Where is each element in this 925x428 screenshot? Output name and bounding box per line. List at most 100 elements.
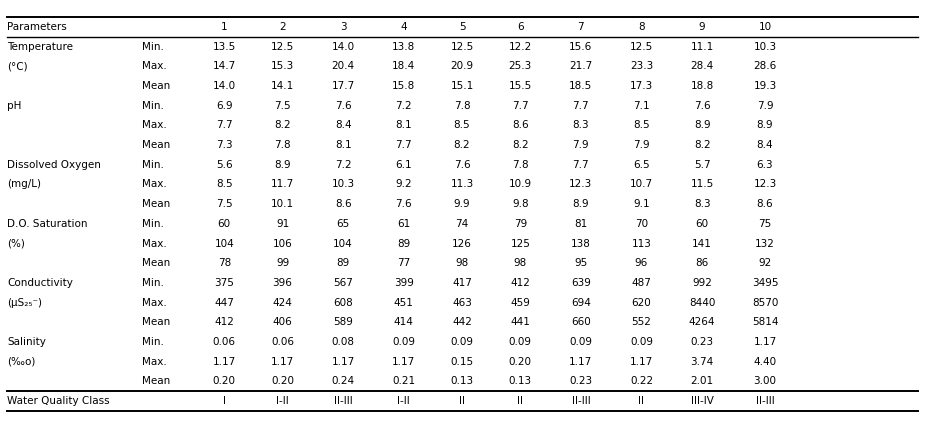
Text: 5: 5 bbox=[459, 22, 465, 32]
Text: 6.1: 6.1 bbox=[396, 160, 412, 170]
Text: 3495: 3495 bbox=[752, 278, 778, 288]
Text: 0.09: 0.09 bbox=[450, 337, 474, 347]
Text: 8440: 8440 bbox=[689, 297, 715, 308]
Text: 60: 60 bbox=[217, 219, 231, 229]
Text: 8.9: 8.9 bbox=[275, 160, 290, 170]
Text: 14.0: 14.0 bbox=[213, 81, 236, 91]
Text: II: II bbox=[459, 396, 465, 406]
Text: 8.1: 8.1 bbox=[396, 120, 412, 131]
Text: 99: 99 bbox=[276, 258, 290, 268]
Text: 0.20: 0.20 bbox=[271, 376, 294, 386]
Text: 7.7: 7.7 bbox=[573, 101, 589, 111]
Text: 7.9: 7.9 bbox=[573, 140, 589, 150]
Text: 25.3: 25.3 bbox=[509, 61, 532, 71]
Text: 8.3: 8.3 bbox=[694, 199, 710, 209]
Text: Temperature: Temperature bbox=[7, 42, 73, 52]
Text: 6: 6 bbox=[517, 22, 524, 32]
Text: II-III: II-III bbox=[756, 396, 774, 406]
Text: 12.3: 12.3 bbox=[569, 179, 593, 190]
Text: 7: 7 bbox=[577, 22, 585, 32]
Text: (mg/L): (mg/L) bbox=[7, 179, 42, 190]
Text: 20.9: 20.9 bbox=[450, 61, 474, 71]
Text: 406: 406 bbox=[273, 317, 292, 327]
Text: 7.6: 7.6 bbox=[335, 101, 352, 111]
Text: 61: 61 bbox=[397, 219, 411, 229]
Text: 694: 694 bbox=[571, 297, 591, 308]
Text: I-II: I-II bbox=[277, 396, 289, 406]
Text: 15.6: 15.6 bbox=[569, 42, 593, 52]
Text: 2: 2 bbox=[279, 22, 286, 32]
Text: 487: 487 bbox=[632, 278, 651, 288]
Text: 14.7: 14.7 bbox=[213, 61, 236, 71]
Text: 8.5: 8.5 bbox=[634, 120, 649, 131]
Text: 79: 79 bbox=[513, 219, 527, 229]
Text: Max.: Max. bbox=[142, 179, 166, 190]
Text: 75: 75 bbox=[758, 219, 771, 229]
Text: 86: 86 bbox=[696, 258, 709, 268]
Text: 8.2: 8.2 bbox=[694, 140, 710, 150]
Text: 11.3: 11.3 bbox=[450, 179, 474, 190]
Text: (‰o): (‰o) bbox=[7, 357, 36, 367]
Text: 78: 78 bbox=[217, 258, 231, 268]
Text: 15.1: 15.1 bbox=[450, 81, 474, 91]
Text: 132: 132 bbox=[755, 238, 775, 249]
Text: 589: 589 bbox=[333, 317, 353, 327]
Text: III-IV: III-IV bbox=[691, 396, 713, 406]
Text: 8570: 8570 bbox=[752, 297, 778, 308]
Text: 10.7: 10.7 bbox=[630, 179, 653, 190]
Text: 412: 412 bbox=[511, 278, 530, 288]
Text: 11.5: 11.5 bbox=[690, 179, 714, 190]
Text: 138: 138 bbox=[571, 238, 591, 249]
Text: 95: 95 bbox=[574, 258, 587, 268]
Text: Mean: Mean bbox=[142, 81, 170, 91]
Text: 412: 412 bbox=[215, 317, 234, 327]
Text: 620: 620 bbox=[632, 297, 651, 308]
Text: Max.: Max. bbox=[142, 357, 166, 367]
Text: 3.74: 3.74 bbox=[690, 357, 714, 367]
Text: 0.09: 0.09 bbox=[392, 337, 415, 347]
Text: 104: 104 bbox=[215, 238, 234, 249]
Text: 399: 399 bbox=[394, 278, 413, 288]
Text: 7.6: 7.6 bbox=[694, 101, 710, 111]
Text: 12.5: 12.5 bbox=[450, 42, 474, 52]
Text: I-II: I-II bbox=[398, 396, 410, 406]
Text: 1.17: 1.17 bbox=[630, 357, 653, 367]
Text: 96: 96 bbox=[635, 258, 648, 268]
Text: 7.5: 7.5 bbox=[275, 101, 290, 111]
Text: 459: 459 bbox=[511, 297, 530, 308]
Text: 13.8: 13.8 bbox=[392, 42, 415, 52]
Text: 8.9: 8.9 bbox=[694, 120, 710, 131]
Text: 7.8: 7.8 bbox=[275, 140, 290, 150]
Text: 77: 77 bbox=[397, 258, 411, 268]
Text: 0.13: 0.13 bbox=[450, 376, 474, 386]
Text: pH: pH bbox=[7, 101, 22, 111]
Text: 92: 92 bbox=[758, 258, 771, 268]
Text: 12.3: 12.3 bbox=[753, 179, 777, 190]
Text: Water Quality Class: Water Quality Class bbox=[7, 396, 110, 406]
Text: 11.7: 11.7 bbox=[271, 179, 294, 190]
Text: 3: 3 bbox=[339, 22, 347, 32]
Text: 7.3: 7.3 bbox=[216, 140, 232, 150]
Text: 0.06: 0.06 bbox=[213, 337, 236, 347]
Text: 7.2: 7.2 bbox=[335, 160, 352, 170]
Text: 0.08: 0.08 bbox=[332, 337, 354, 347]
Text: II: II bbox=[638, 396, 645, 406]
Text: 9.2: 9.2 bbox=[396, 179, 412, 190]
Text: 9.9: 9.9 bbox=[454, 199, 470, 209]
Text: 5.7: 5.7 bbox=[694, 160, 710, 170]
Text: 441: 441 bbox=[511, 317, 530, 327]
Text: 7.9: 7.9 bbox=[757, 101, 773, 111]
Text: 660: 660 bbox=[571, 317, 591, 327]
Text: 5814: 5814 bbox=[752, 317, 778, 327]
Text: 7.5: 7.5 bbox=[216, 199, 232, 209]
Text: D.O. Saturation: D.O. Saturation bbox=[7, 219, 88, 229]
Text: 7.7: 7.7 bbox=[396, 140, 412, 150]
Text: 74: 74 bbox=[455, 219, 469, 229]
Text: Max.: Max. bbox=[142, 120, 166, 131]
Text: 7.6: 7.6 bbox=[454, 160, 470, 170]
Text: 15.5: 15.5 bbox=[509, 81, 532, 91]
Text: 8.6: 8.6 bbox=[512, 120, 528, 131]
Text: 106: 106 bbox=[273, 238, 292, 249]
Text: 8.2: 8.2 bbox=[454, 140, 470, 150]
Text: 0.09: 0.09 bbox=[630, 337, 653, 347]
